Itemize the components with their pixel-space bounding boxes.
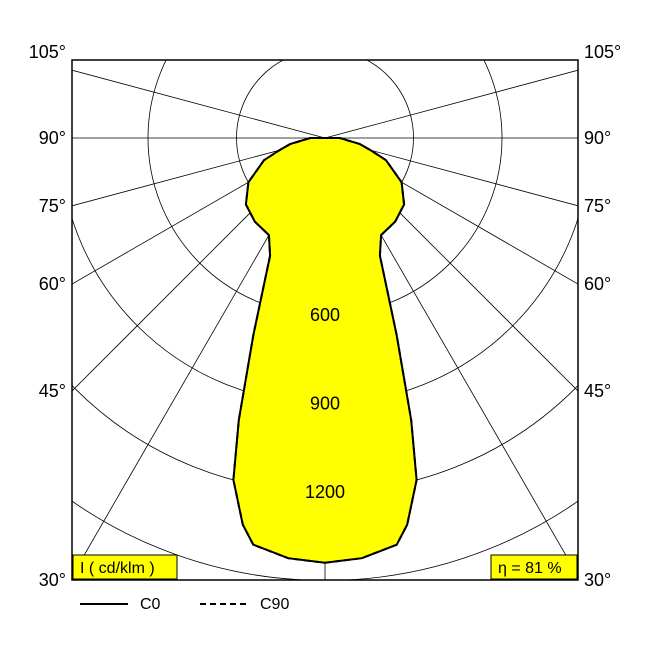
angle-label-right: 60° [584, 274, 611, 294]
angle-label-right: 90° [584, 128, 611, 148]
radial-label: 1200 [305, 482, 345, 502]
unit-label: I ( cd/klm ) [80, 560, 155, 577]
angle-label-left: 75° [39, 196, 66, 216]
chart-svg: 600 900 1200 105° 90° 75° 60° 45° 30° 105° 90° 75° 6… [0, 0, 650, 650]
efficiency-label: η = 81 % [498, 560, 562, 577]
radial-label: 900 [310, 394, 340, 414]
radial-label: 600 [310, 305, 340, 325]
legend-label-c90: C90 [260, 596, 289, 613]
angle-label-right: 45° [584, 381, 611, 401]
polar-chart: 600 900 1200 105° 90° 75° 60° 45° 30° 105° 90° 75° 6… [0, 0, 650, 650]
angle-label-left: 30° [39, 570, 66, 590]
angle-label-right: 30° [584, 570, 611, 590]
angle-label-left: 90° [39, 128, 66, 148]
angle-label-left: 60° [39, 274, 66, 294]
angle-label-left: 45° [39, 381, 66, 401]
angle-label-left: 105° [29, 42, 66, 62]
angle-label-right: 75° [584, 196, 611, 216]
angle-label-right: 105° [584, 42, 621, 62]
legend-label-c0: C0 [140, 596, 161, 613]
